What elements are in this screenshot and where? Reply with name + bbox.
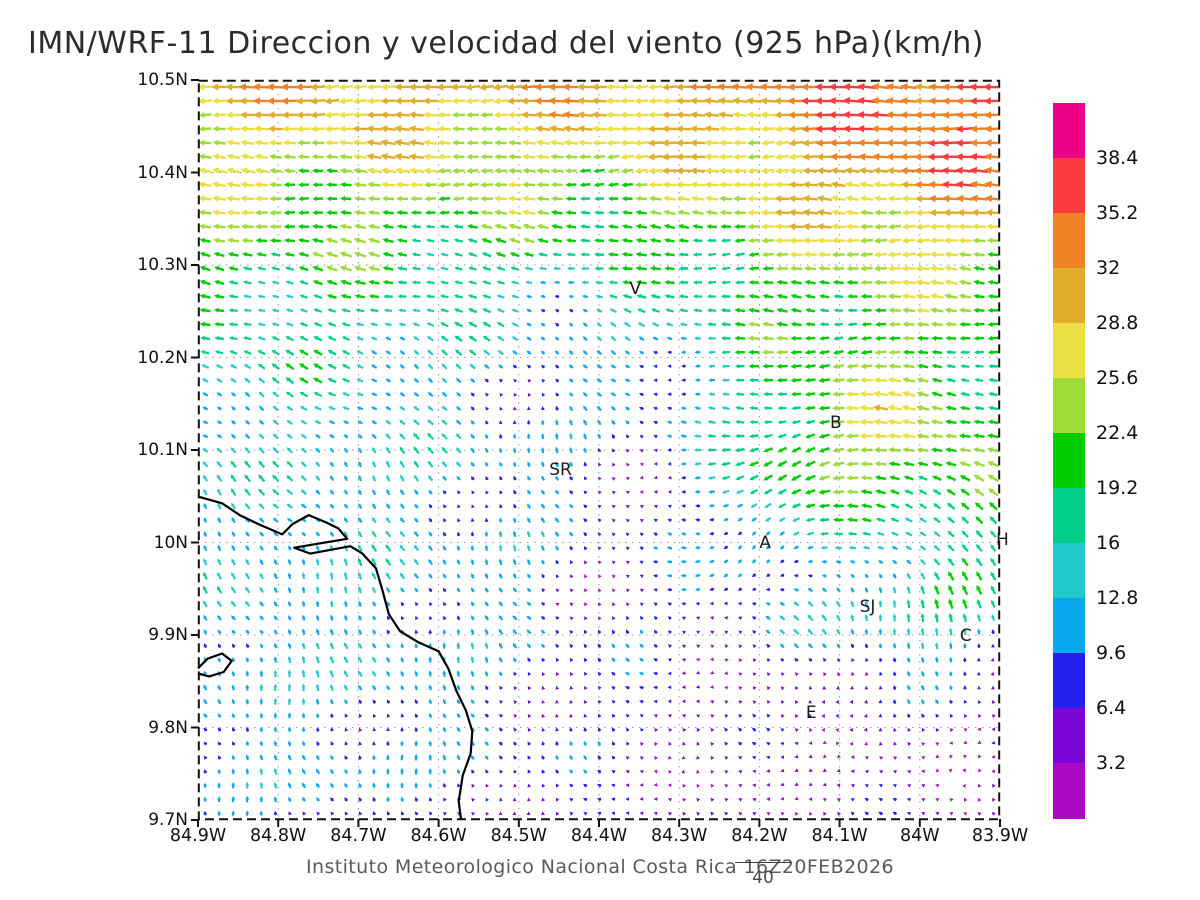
x-axis-tick: 84.1W xyxy=(811,826,868,846)
footer-credit: Instituto Meteorologico Nacional Costa R… xyxy=(306,856,894,878)
y-axis-tick: 10.1N xyxy=(137,440,188,460)
colorbar-segment xyxy=(1053,323,1085,379)
colorbar-tick-label: 35.2 xyxy=(1096,202,1139,224)
city-label-b: B xyxy=(829,412,842,433)
colorbar-segment xyxy=(1053,653,1085,709)
colorbar-tick-label: 38.4 xyxy=(1096,147,1139,169)
x-axis-tick: 84.8W xyxy=(250,826,307,846)
plot-area xyxy=(191,79,1001,827)
colorbar xyxy=(1053,103,1085,819)
x-axis-tick: 84.2W xyxy=(731,826,788,846)
x-axis-tick: 84.3W xyxy=(651,826,708,846)
colorbar-segment xyxy=(1053,488,1085,544)
y-axis-tick: 10.2N xyxy=(137,347,188,368)
city-label-sr: SR xyxy=(549,459,572,480)
colorbar-tick-label: 9.6 xyxy=(1096,642,1127,664)
colorbar-tick-label: 25.6 xyxy=(1096,367,1139,389)
colorbar-tick-label: 22.4 xyxy=(1096,422,1139,444)
city-label-e: E xyxy=(805,702,817,723)
y-axis-tick: 9.8N xyxy=(148,717,188,738)
reference-vector-line xyxy=(735,862,791,863)
colorbar-tick-label: 3.2 xyxy=(1096,752,1127,774)
y-axis-tick: 9.9N xyxy=(148,625,188,645)
city-label-v: V xyxy=(629,278,642,299)
reference-vector-label: 40 xyxy=(752,868,774,888)
colorbar-segment xyxy=(1053,433,1085,489)
colorbar-tick-label: 19.2 xyxy=(1096,477,1139,499)
colorbar-tick-label: 6.4 xyxy=(1096,697,1127,719)
colorbar-segment xyxy=(1053,378,1085,434)
colorbar-tick-label: 12.8 xyxy=(1096,587,1139,609)
x-axis-tick: 84.7W xyxy=(330,826,387,846)
city-label-h: H xyxy=(995,530,1009,551)
plot-frame-and-grid xyxy=(191,79,1001,827)
colorbar-segment xyxy=(1053,598,1085,654)
y-axis-tick: 10.3N xyxy=(137,255,188,275)
colorbar-segment xyxy=(1053,268,1085,324)
y-axis-tick: 9.7N xyxy=(148,810,188,830)
x-axis-tick: 84.9W xyxy=(169,826,227,846)
colorbar-segment xyxy=(1053,158,1085,214)
x-axis-tick: 84.5W xyxy=(490,826,547,846)
colorbar-tick-label: 16 xyxy=(1096,532,1121,554)
wind-vector-field xyxy=(198,83,1000,816)
x-axis-tick: 84W xyxy=(900,826,940,846)
page-title: IMN/WRF-11 Direccion y velocidad del vie… xyxy=(28,26,984,61)
x-axis-tick: 84.6W xyxy=(410,826,467,846)
colorbar-segment xyxy=(1053,103,1085,159)
city-label-c: C xyxy=(959,626,972,647)
city-label-sj: SJ xyxy=(859,596,876,617)
x-axis-tick: 83.9W xyxy=(971,826,1029,846)
y-axis-tick: 10.4N xyxy=(137,162,188,183)
x-axis-tick: 84.4W xyxy=(570,826,628,846)
y-axis-tick: 10.5N xyxy=(137,70,188,90)
y-axis-tick: 10N xyxy=(153,532,188,553)
colorbar-tick-label: 32 xyxy=(1096,257,1121,279)
colorbar-segment xyxy=(1053,543,1085,599)
colorbar-tick-label: 28.8 xyxy=(1096,312,1139,334)
colorbar-segment xyxy=(1053,708,1085,764)
city-label-a: A xyxy=(759,532,772,553)
colorbar-segment xyxy=(1053,763,1085,819)
colorbar-segment xyxy=(1053,213,1085,269)
